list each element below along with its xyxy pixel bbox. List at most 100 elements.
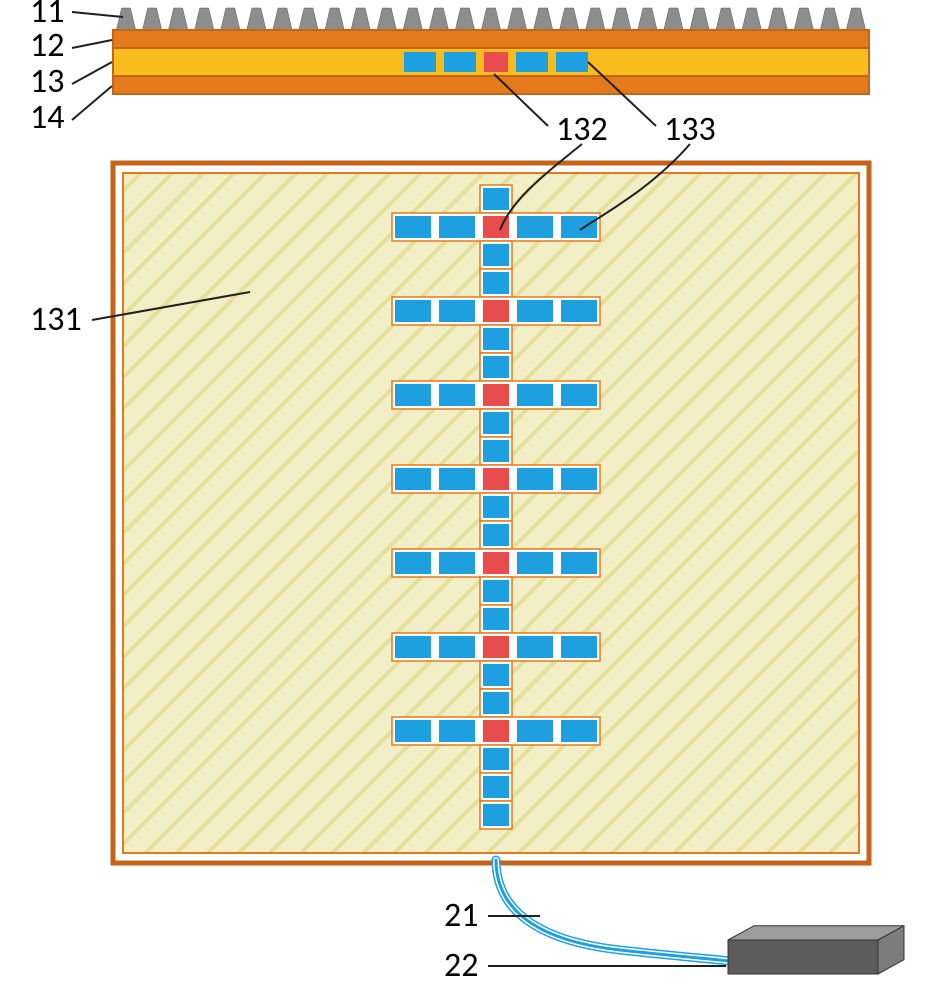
layer-14: [113, 76, 869, 94]
insert-133: [404, 52, 436, 72]
tooth: [221, 8, 240, 30]
tooth: [247, 8, 266, 30]
tooth: [664, 8, 683, 30]
cable-21: [496, 860, 752, 965]
box-22-top: [728, 926, 904, 940]
arm-133: [561, 552, 597, 574]
label-21: 21: [444, 895, 478, 936]
layer-12: [113, 30, 869, 48]
arm-133: [561, 216, 597, 238]
box-22-front: [728, 940, 878, 974]
tooth: [586, 8, 605, 30]
arm-133: [517, 216, 553, 238]
tooth: [169, 8, 188, 30]
tooth: [716, 8, 735, 30]
spine-block: [483, 440, 509, 462]
tooth: [377, 8, 396, 30]
spine-block: [483, 664, 509, 686]
leader-14: [72, 86, 112, 120]
tooth: [403, 8, 422, 30]
arm-133: [517, 384, 553, 406]
tooth: [768, 8, 787, 30]
tooth: [142, 8, 161, 30]
insert-133: [516, 52, 548, 72]
label-12: 12: [30, 25, 64, 66]
spine-block: [483, 272, 509, 294]
label-132a: 132: [556, 109, 608, 150]
arm-133: [439, 216, 475, 238]
spine-block: [483, 496, 509, 518]
arm-133: [517, 468, 553, 490]
spine-block: [483, 692, 509, 714]
spine-block: [483, 748, 509, 770]
arm-133: [439, 300, 475, 322]
tooth: [325, 8, 344, 30]
tooth: [638, 8, 657, 30]
node-132: [483, 636, 509, 658]
arm-133: [395, 636, 431, 658]
tooth: [351, 8, 370, 30]
node-132: [483, 720, 509, 742]
label-22: 22: [444, 945, 478, 986]
spine-block: [483, 776, 509, 798]
arm-133: [561, 636, 597, 658]
tooth: [533, 8, 552, 30]
tooth: [455, 8, 474, 30]
insert-133: [556, 52, 588, 72]
arm-133: [439, 468, 475, 490]
spine-block: [483, 328, 509, 350]
spine-block: [483, 188, 509, 210]
label-131: 131: [30, 299, 82, 340]
node-132: [483, 552, 509, 574]
arm-133: [439, 720, 475, 742]
spine-block: [483, 244, 509, 266]
arm-133: [561, 384, 597, 406]
arm-133: [561, 300, 597, 322]
tooth: [742, 8, 761, 30]
node-132: [483, 300, 509, 322]
label-13: 13: [30, 61, 64, 102]
arm-133: [439, 636, 475, 658]
node-132: [483, 384, 509, 406]
spine-block: [483, 804, 509, 826]
leader-12: [72, 40, 112, 48]
leader-11: [72, 12, 123, 17]
arm-133: [517, 636, 553, 658]
teeth-row: [116, 8, 865, 30]
arm-133: [395, 384, 431, 406]
label-14: 14: [30, 97, 64, 138]
tooth: [195, 8, 214, 30]
tooth: [612, 8, 631, 30]
node-132: [483, 468, 509, 490]
tooth: [116, 8, 135, 30]
tooth: [273, 8, 292, 30]
tooth: [481, 8, 500, 30]
tooth: [429, 8, 448, 30]
tooth: [846, 8, 865, 30]
tooth: [794, 8, 813, 30]
leader-13: [72, 62, 112, 84]
tooth: [299, 8, 318, 30]
spine-block: [483, 356, 509, 378]
insert-133: [444, 52, 476, 72]
arm-133: [395, 552, 431, 574]
spine-block: [483, 412, 509, 434]
arm-133: [561, 468, 597, 490]
tooth: [560, 8, 579, 30]
tooth: [820, 8, 839, 30]
tooth: [507, 8, 526, 30]
arm-133: [395, 468, 431, 490]
arm-133: [517, 720, 553, 742]
arm-133: [439, 384, 475, 406]
spine-block: [483, 608, 509, 630]
arm-133: [517, 552, 553, 574]
tooth: [690, 8, 709, 30]
arm-133: [395, 300, 431, 322]
arm-133: [395, 216, 431, 238]
arm-133: [561, 720, 597, 742]
label-133a: 133: [664, 109, 716, 150]
arm-133: [517, 300, 553, 322]
insert-132: [484, 52, 508, 72]
arm-133: [439, 552, 475, 574]
spine-block: [483, 524, 509, 546]
